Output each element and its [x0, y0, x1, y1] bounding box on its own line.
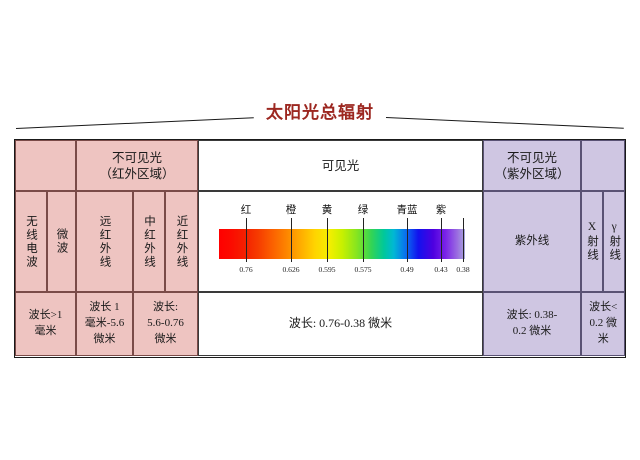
band-xray-symbol: X — [587, 221, 597, 234]
wavelength-xg-line2: 0.2 微米 — [589, 316, 617, 345]
spectrum-label-green: 绿 — [357, 205, 369, 216]
header-visible-light: 可见光 — [198, 140, 483, 191]
header-visible-title: 可见光 — [321, 158, 360, 173]
wavelength-mw-line2: 毫米-5.6 — [84, 316, 125, 329]
wavelength-mn-line3: 微米 — [154, 332, 177, 345]
spectrum-tick-6 — [463, 218, 464, 262]
wavelength-uv-line1: 波长: 0.38- — [506, 308, 558, 321]
visible-spectrum-cell: 红 橙 黄 绿 青蓝 紫 0.76 0.626 0.595 0.575 0 — [198, 191, 483, 292]
wavelength-radio: 波长>1 毫米 — [15, 292, 76, 356]
wavelength-mw-line1: 波长 1 — [89, 300, 120, 313]
spectrum-value-2: 0.595 — [318, 265, 336, 274]
spectrum-tick-5 — [441, 218, 442, 262]
band-ultraviolet: 紫外线 — [483, 191, 581, 292]
spectrum-value-6: 0.38 — [456, 265, 470, 274]
wavelength-visible: 波长: 0.76-0.38 微米 — [198, 292, 483, 356]
band-gamma-symbol: γ — [611, 221, 617, 234]
band-microwave: 微波 — [47, 191, 76, 292]
bracket-right-line — [385, 117, 624, 129]
header-uv-title: 不可见光 — [506, 150, 557, 165]
wavelength-radio-line2: 毫米 — [34, 324, 57, 337]
spectrum-tick-1 — [291, 218, 292, 262]
header-uv-subtitle: （紫外区域） — [494, 166, 570, 181]
header-infrared-title: 不可见光 — [111, 150, 162, 165]
header-invisible-ultraviolet: 不可见光 （紫外区域） — [483, 140, 581, 191]
header-blank-left — [15, 140, 76, 191]
spectrum-tick-3 — [363, 218, 364, 262]
spectrum-tick-4 — [407, 218, 408, 262]
band-far-infrared: 远红外线 — [76, 191, 133, 292]
band-far-infrared-label: 远红外线 — [98, 214, 111, 269]
header-infrared-subtitle: （红外区域） — [99, 166, 175, 181]
bracket-left-line — [15, 117, 254, 129]
spectrum-value-1: 0.626 — [282, 265, 300, 274]
header-invisible-infrared: 不可见光 （红外区域） — [76, 140, 198, 191]
band-near-infrared-label: 近红外线 — [175, 214, 188, 269]
spectrum-chart: 红 橙 黄 绿 青蓝 紫 0.76 0.626 0.595 0.575 0 — [199, 192, 482, 291]
band-radio: 无线电波 — [15, 191, 47, 292]
wavelength-mn-line1: 波长: — [152, 300, 179, 313]
wavelength-mw-line3: 微米 — [93, 332, 116, 345]
spectrum-label-violet: 紫 — [435, 205, 447, 216]
band-mid-infrared: 中红外线 — [133, 191, 165, 292]
spectrum-table: 不可见光 （红外区域） 可见光 不可见光 （紫外区域） 无线电波 微波 远红外线… — [14, 139, 626, 358]
wavelength-xray-gamma: 波长< 0.2 微米 — [581, 292, 626, 356]
wavelength-uv-line2: 0.2 微米 — [512, 324, 552, 337]
spectrum-label-red: 红 — [240, 205, 252, 216]
spectrum-value-4: 0.49 — [400, 265, 414, 274]
wavelength-visible-text: 波长: 0.76-0.38 微米 — [288, 316, 393, 331]
band-xray-word: 射线 — [586, 234, 599, 262]
spectrum-tick-2 — [327, 218, 328, 262]
header-blank-right — [581, 140, 626, 191]
wavelength-microwave-farir: 波长 1 毫米-5.6 微米 — [76, 292, 133, 356]
spectrum-value-5: 0.43 — [434, 265, 448, 274]
band-radio-label: 无线电波 — [25, 214, 38, 269]
band-gamma-word: 射线 — [608, 234, 621, 262]
spectrum-gradient-bar — [219, 229, 465, 259]
spectrum-label-cyanblue: 青蓝 — [396, 205, 418, 216]
spectrum-label-orange: 橙 — [285, 205, 297, 216]
band-xray: X 射线 — [581, 191, 603, 292]
band-microwave-label: 微波 — [55, 228, 68, 255]
band-mid-infrared-label: 中红外线 — [143, 214, 156, 269]
band-near-infrared: 近红外线 — [165, 191, 198, 292]
spectrum-label-yellow: 黄 — [321, 205, 333, 216]
wavelength-xg-line1: 波长< — [589, 300, 618, 313]
wavelength-mn-line2: 5.6-0.76 — [147, 316, 184, 329]
spectrum-value-0: 0.76 — [239, 265, 253, 274]
title-bracket-group: 太阳光总辐射 — [0, 98, 640, 134]
spectrum-tick-0 — [246, 218, 247, 262]
band-ultraviolet-label: 紫外线 — [514, 235, 550, 248]
page-title: 太阳光总辐射 — [266, 103, 374, 122]
wavelength-radio-line1: 波长>1 — [28, 308, 63, 321]
wavelength-mid-near-infrared: 波长: 5.6-0.76 微米 — [133, 292, 198, 356]
spectrum-value-3: 0.575 — [354, 265, 372, 274]
band-gamma-ray: γ 射线 — [603, 191, 626, 292]
wavelength-ultraviolet: 波长: 0.38- 0.2 微米 — [483, 292, 581, 356]
